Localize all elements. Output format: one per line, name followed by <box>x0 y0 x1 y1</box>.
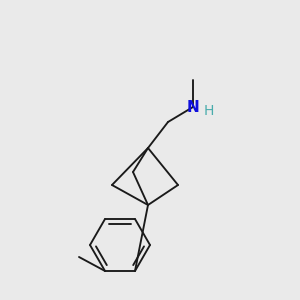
Text: N: N <box>187 100 200 115</box>
Text: H: H <box>204 104 214 118</box>
